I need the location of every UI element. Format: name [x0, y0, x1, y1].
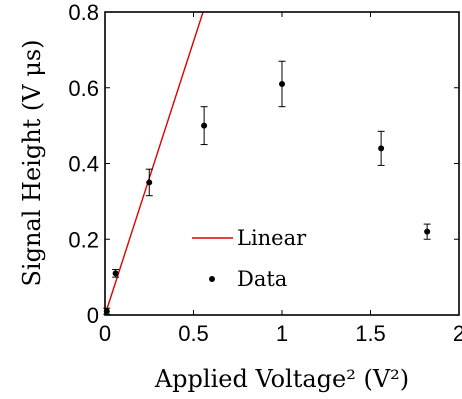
y-axis-title: Signal Height (V μs): [18, 39, 46, 286]
legend-data-label: Data: [237, 267, 287, 291]
y-tick-label: 0.8: [68, 0, 99, 25]
y-tick-label: 0: [87, 303, 99, 328]
data-point: [424, 228, 431, 235]
data-point: [279, 80, 285, 87]
y-tick-label: 0.2: [68, 227, 99, 252]
x-tick-label: 0.5: [178, 321, 209, 346]
axis-ticks: 0 0.5 1 1.5 2 0 0.2 0.4 0.6 0.8: [68, 0, 462, 346]
data-point: [146, 179, 153, 186]
y-tick-label: 0.6: [68, 76, 99, 101]
data-point: [201, 122, 208, 129]
x-tick-label: 1: [276, 321, 288, 346]
plot-frame: [104, 11, 460, 316]
legend: Linear Data: [192, 226, 307, 291]
data-point: [112, 270, 119, 277]
linear-fit-line: [104, 11, 204, 316]
legend-data-marker: [209, 276, 215, 282]
data-point: [378, 145, 385, 152]
x-axis-title: Applied Voltage² (V²): [154, 365, 409, 393]
x-tick-label: 0: [99, 321, 111, 346]
legend-linear-label: Linear: [237, 226, 307, 250]
x-tick-label: 2: [453, 321, 462, 346]
x-tick-label: 1.5: [355, 321, 386, 346]
y-tick-label: 0.4: [68, 152, 99, 177]
